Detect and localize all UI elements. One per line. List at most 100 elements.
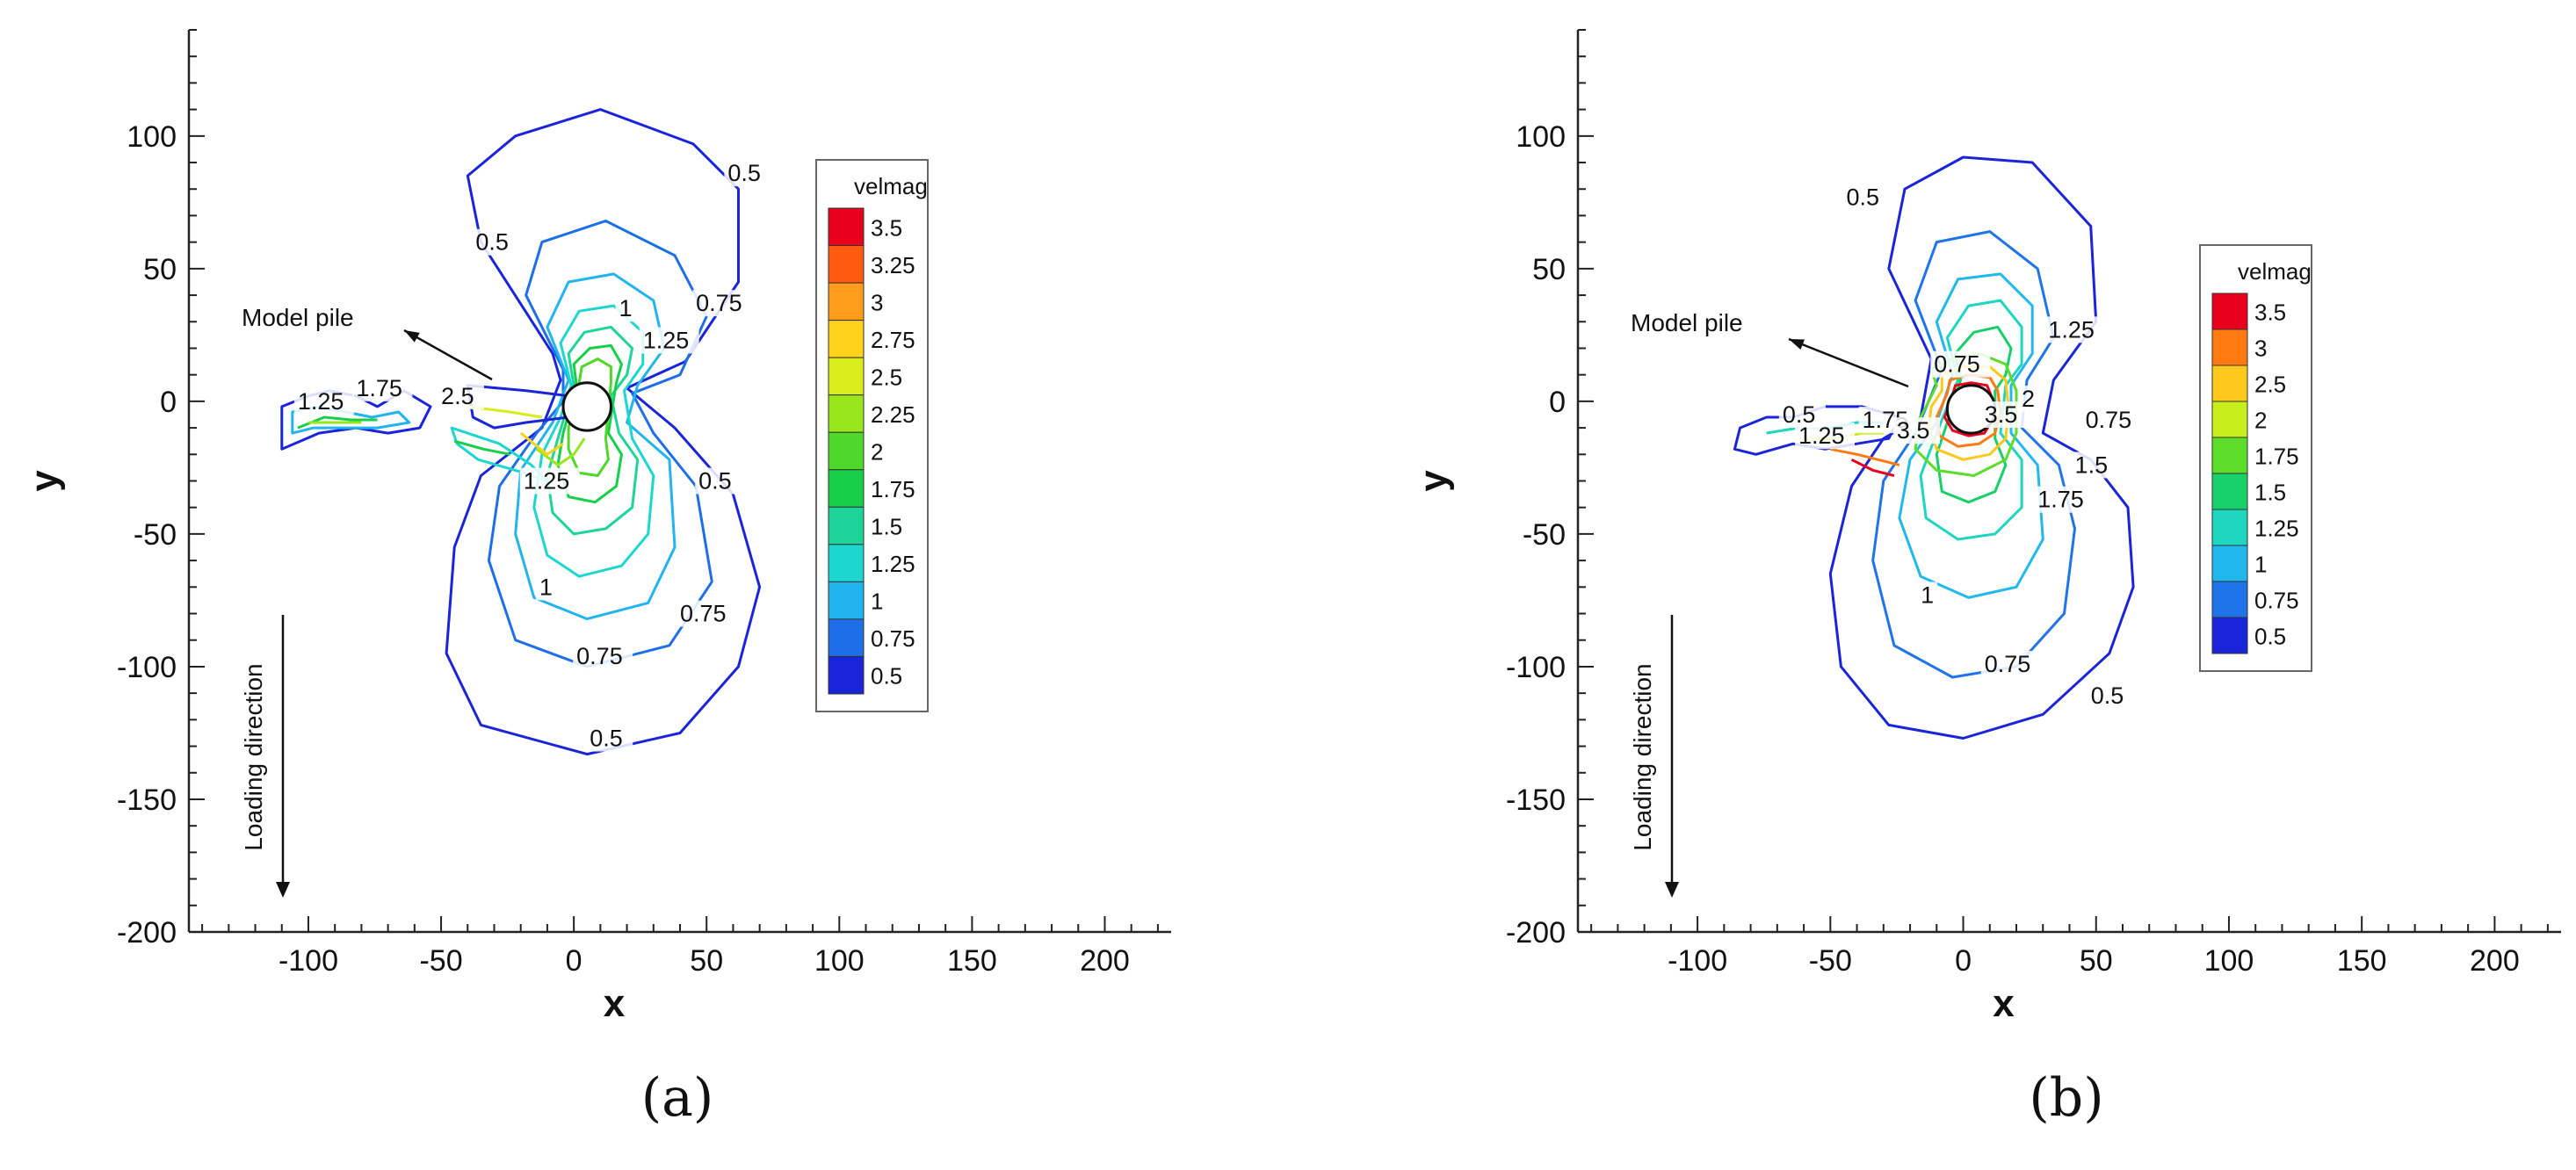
legend-label: 2.25	[871, 401, 915, 428]
legend-swatch	[828, 394, 865, 433]
legend-swatch	[828, 618, 865, 657]
contour-line-0_5	[1828, 155, 2135, 740]
contour-label-bg	[1842, 184, 1890, 211]
contour-label: 0.75	[1934, 351, 1980, 378]
legend-swatch	[2211, 365, 2248, 402]
contour-label-bg	[695, 467, 742, 495]
contour-line-0_5	[445, 108, 762, 756]
y-tick-label: -150	[117, 784, 177, 817]
x-tick-label: -100	[1668, 944, 1727, 978]
contour-label-bg	[692, 290, 753, 317]
contour-label: 3.5	[1897, 417, 1930, 444]
y-tick-label: 100	[1516, 120, 1566, 154]
contour-label: 1.25	[524, 468, 570, 495]
contour-label: 0.75	[696, 290, 742, 316]
legend-swatch	[2211, 545, 2248, 582]
contour-label: 0.5	[2091, 682, 2124, 709]
legend-label: 3	[2254, 336, 2267, 362]
legend-label: 2	[871, 439, 883, 466]
contour-label-bg	[1917, 581, 1938, 609]
contour-line-1	[514, 272, 677, 621]
contour-label: 1	[619, 295, 633, 321]
y-axis-title: y	[1412, 470, 1455, 492]
legend-label: 1.5	[871, 514, 902, 540]
legend-swatch	[828, 431, 865, 471]
contour-label: 3.5	[1985, 401, 2018, 428]
legend-swatch	[828, 207, 865, 247]
legend-swatch	[828, 469, 865, 508]
y-tick-label: 0	[1549, 386, 1566, 419]
y-axis-title: y	[23, 470, 66, 492]
panel-b: 100 50 0 -50 -100 -150 -200 -100 -50 0 50 100 150 200…	[1412, 29, 2561, 1129]
x-tick-label: 50	[2080, 944, 2113, 978]
legend-label: 3	[871, 289, 883, 315]
contour-label: 2.5	[441, 383, 474, 409]
y-tick-label: -200	[117, 916, 177, 950]
model-pile-arrow-head	[404, 330, 420, 343]
legend-swatch	[2211, 437, 2248, 474]
y-tick-label: 100	[127, 120, 177, 154]
model-pile-arrow-line	[1788, 337, 1909, 388]
contour-label-bg	[1892, 417, 1940, 444]
legend-label: 1.5	[2254, 480, 2286, 506]
y-tick-label: 50	[1532, 253, 1566, 286]
contour-label: 0.75	[680, 601, 727, 627]
x-tick-label: 150	[2337, 944, 2387, 978]
legend-label: 2.5	[871, 364, 902, 390]
x-tick-label: 200	[1080, 944, 1130, 978]
model-pile-marker	[561, 381, 612, 432]
legend-label: 1	[2254, 552, 2267, 578]
legend-label: 1.75	[2254, 444, 2299, 470]
contour-line-1_5	[1935, 325, 2013, 504]
contour-label-bg	[519, 467, 580, 495]
contour-line-3_5	[1850, 458, 1895, 477]
contour-label-bg	[438, 382, 485, 409]
contour-label-bg	[2087, 682, 2134, 710]
contour-line-2	[567, 358, 612, 477]
legend-label: 0.75	[2254, 588, 2299, 614]
legend-swatch	[828, 245, 865, 284]
contour-label-bg	[352, 374, 413, 401]
contour-label: 0.75	[1985, 651, 2031, 677]
legend-swatch	[2211, 329, 2248, 366]
contour-label-bg	[639, 327, 699, 354]
contour-label: 0.5	[475, 229, 509, 256]
legend-title: velmag	[2238, 258, 2312, 285]
panel-label: (b)	[2029, 1067, 2103, 1129]
contour-label: 1.75	[2037, 487, 2084, 513]
contour-label: 2	[2022, 386, 2035, 412]
contour-label-bg	[2034, 486, 2095, 513]
contour-label-bg	[472, 228, 519, 256]
contour-label-bg	[2071, 451, 2118, 479]
x-tick-label: 100	[2204, 944, 2254, 978]
contour-label-bg	[535, 574, 556, 601]
contour-label: 0.75	[576, 643, 623, 669]
y-tick-label: -100	[1506, 651, 1566, 684]
contour-label-bg	[1795, 422, 1856, 450]
contour-label-bg	[1980, 650, 2041, 677]
contour-line-2_75	[519, 431, 564, 456]
contour-label: 0.5	[727, 160, 761, 186]
y-tick-label: -100	[117, 651, 177, 684]
legend-label: 0.75	[871, 625, 915, 652]
legend-label: 0.5	[871, 663, 902, 690]
loading-direction-label: Loading direction	[240, 663, 267, 850]
legend-swatch	[2211, 509, 2248, 546]
contour-label: 1.25	[2048, 316, 2095, 343]
contour-label: 0.5	[1846, 184, 1879, 210]
contour-line-1_5	[546, 325, 640, 536]
legend-swatch	[828, 544, 865, 582]
contour-label-bg	[293, 387, 354, 415]
legend-swatch	[2211, 581, 2248, 618]
legend-label: 0.5	[2254, 624, 2286, 650]
contour-line-3	[1830, 447, 1900, 466]
panel-a: 100 50 0 -50 -100 -150 -200 -100 -50 0 50 100 150 200…	[23, 29, 1171, 1129]
legend-swatch	[828, 506, 865, 545]
legend-label: 2.75	[871, 327, 915, 353]
legend-label: 1.25	[2254, 516, 2299, 542]
x-tick-label: 50	[690, 944, 723, 978]
contour-label: 1.25	[1798, 422, 1845, 449]
x-tick-label: 200	[2470, 944, 2520, 978]
x-axis-title: x	[604, 982, 626, 1025]
